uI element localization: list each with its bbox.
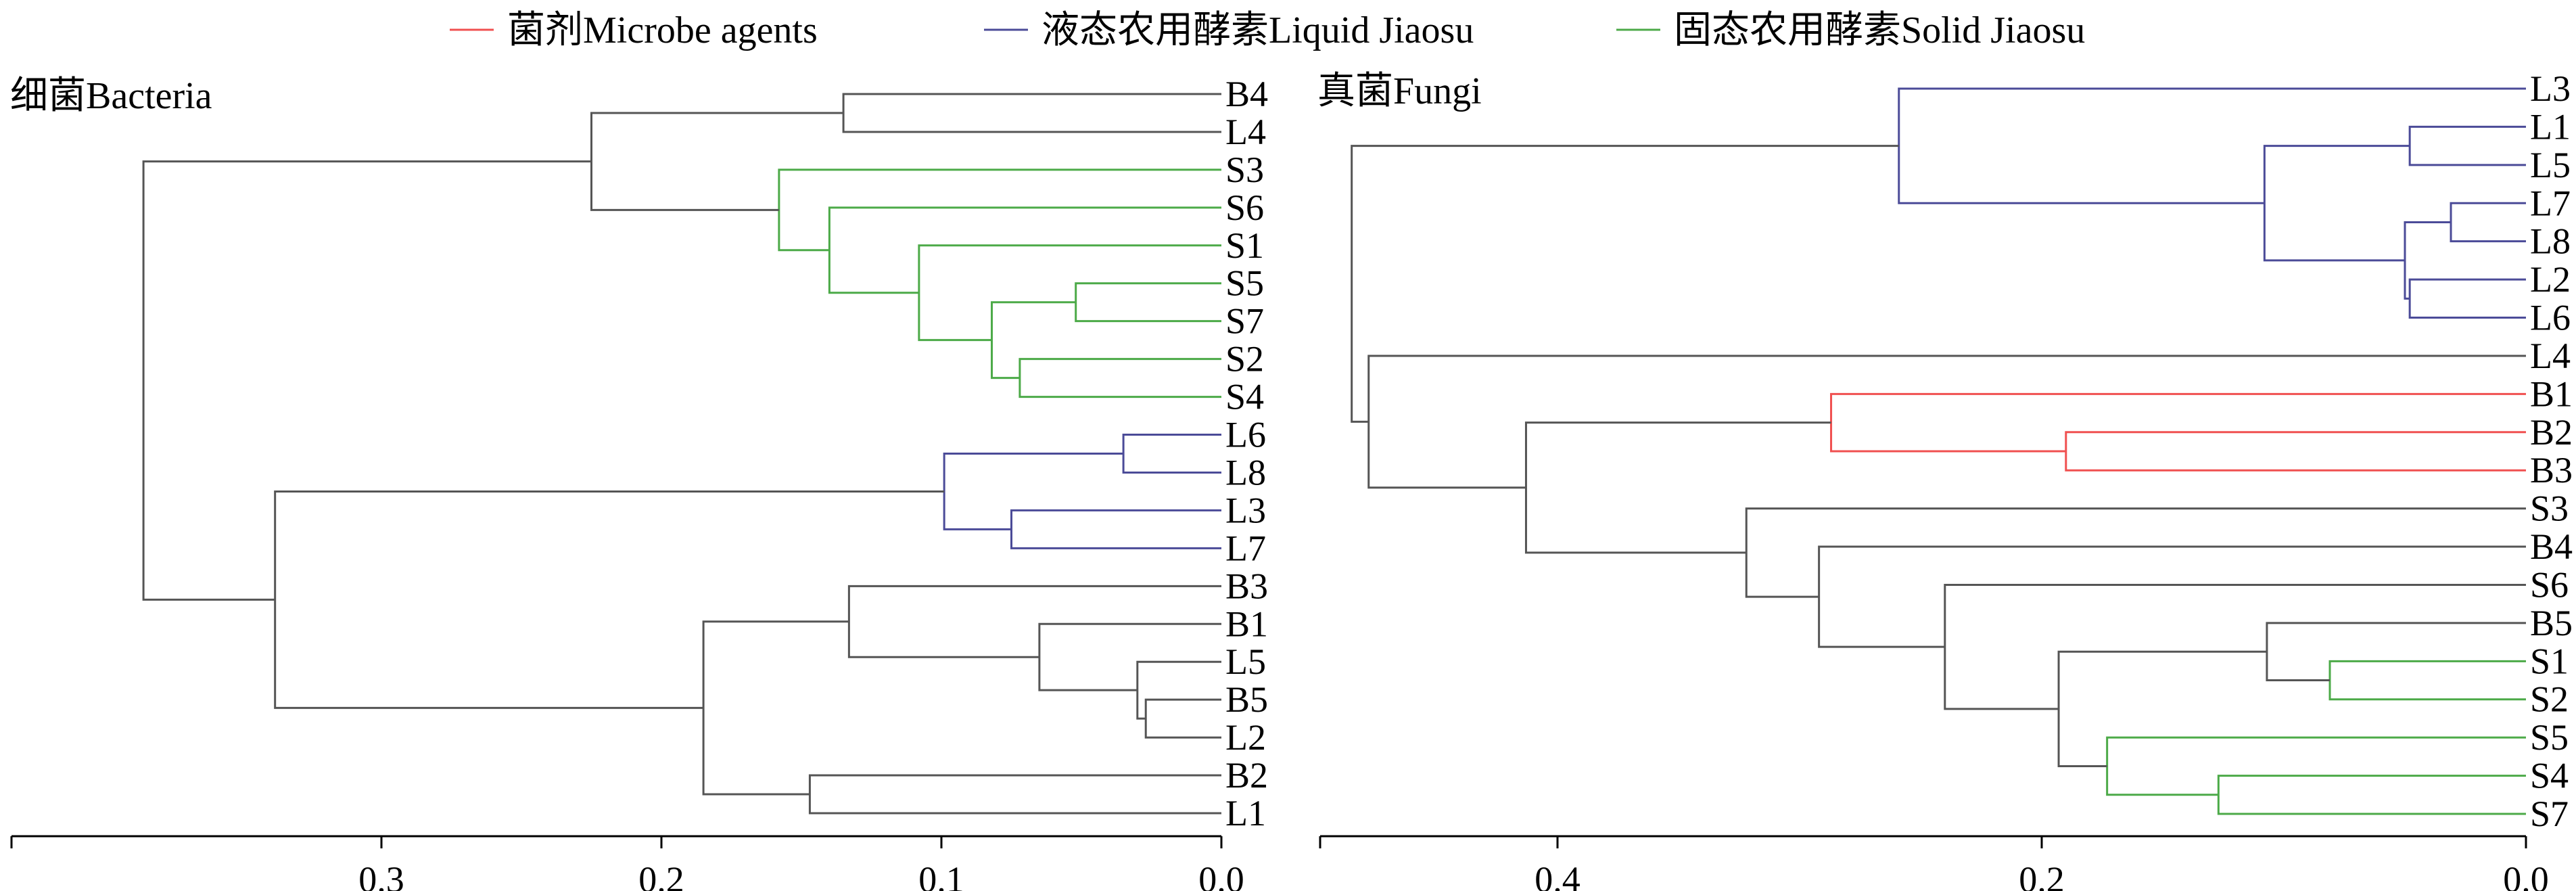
leaf-label-l7: L7 (2530, 183, 2571, 223)
leaf-label-l8: L8 (2530, 221, 2571, 262)
legend-label-solid: 固态农用酵素Solid Jiaosu (1674, 9, 2085, 51)
dendrogram-branch-f19 (1351, 145, 1899, 423)
leaf-label-l2: L2 (1225, 717, 1266, 758)
leaf-label-b3: B3 (1225, 566, 1268, 606)
leaf-label-s1: S1 (1225, 225, 1264, 266)
dendrogram-branch-f12 (2106, 736, 2526, 796)
dendrogram-branch-f5 (2263, 145, 2410, 262)
dendrogram-branch-f15 (1818, 545, 2526, 648)
dendrogram-branch-f17 (1524, 421, 1831, 554)
dendrogram-branch-b17 (702, 620, 849, 796)
legend: 菌剂Microbe agents 液态农用酵素Liquid Jiaosu 固态农… (450, 9, 2085, 51)
leaf-label-s7: S7 (2530, 794, 2569, 834)
leaf-label-s2: S2 (1225, 339, 1264, 380)
x-tick-label: 0.2 (2019, 859, 2065, 891)
dendrogram-branch-f2 (2450, 202, 2526, 243)
leaf-label-s1: S1 (2530, 641, 2569, 681)
leaf-label-s7: S7 (1225, 301, 1264, 342)
dendrogram-branch-f13 (2057, 650, 2267, 767)
dendrogram-branch-b6 (828, 206, 1221, 294)
bacteria-panel-title: 细菌Bacteria (10, 75, 212, 117)
x-tick-label: 0.4 (1535, 859, 1580, 891)
dendrogram-branch-b3 (1018, 358, 1221, 398)
dendrogram-branch-b7 (778, 168, 1221, 252)
leaf-label-l2: L2 (2530, 259, 2571, 300)
leaf-label-b4: B4 (1225, 74, 1268, 114)
leaf-label-l1: L1 (2530, 106, 2571, 147)
leaf-label-l4: L4 (1225, 112, 1266, 152)
dendrogram-branch-b14 (1038, 622, 1221, 691)
dendrogram-branch-b19 (142, 160, 592, 601)
dendrogram-branch-f4 (2404, 221, 2452, 300)
leaf-label-l5: L5 (1225, 641, 1266, 682)
leaf-label-s5: S5 (2530, 717, 2569, 758)
dendrogram-branch-b1 (842, 93, 1221, 133)
leaf-label-l5: L5 (2530, 145, 2571, 185)
dendrogram-branch-b15 (847, 585, 1221, 658)
x-tick-label: 0.0 (2503, 859, 2549, 891)
dendrogram-branch-f16 (1745, 507, 2526, 598)
dendrogram-branch-b11 (943, 453, 1124, 530)
dendrogram-branch-f6 (1898, 87, 2526, 204)
leaf-label-s4: S4 (1225, 377, 1264, 417)
dendrogram-branch-b18 (274, 490, 945, 709)
dendrogram-branch-f8 (1830, 392, 2526, 453)
dendrogram-branch-b8 (590, 112, 844, 211)
dendrogram-branch-f3 (2408, 278, 2526, 319)
leaf-label-b5: B5 (2530, 603, 2573, 643)
dendrogram-branch-b10 (1010, 509, 1221, 549)
x-tick-label: 0.2 (638, 859, 684, 891)
leaf-label-l6: L6 (1225, 415, 1266, 455)
dendrogram-branch-f14 (1944, 583, 2526, 710)
dendrogram-branch-f9 (2328, 660, 2526, 701)
leaf-label-b2: B2 (2530, 412, 2573, 453)
dendrogram-branch-f11 (2217, 775, 2526, 815)
dendrogram-branch-f1 (2408, 125, 2526, 166)
leaf-label-l8: L8 (1225, 452, 1266, 493)
dendrogram-branch-f7 (2065, 431, 2526, 472)
fungi-dendrogram: L3L1L5L7L8L2L6L4B1B2B3S3B4S6B5S1S2S5S4S7… (1319, 68, 2573, 891)
leaf-label-l3: L3 (2530, 68, 2571, 109)
dendrogram-branch-f10 (2266, 622, 2526, 682)
leaf-label-s6: S6 (1225, 187, 1264, 228)
dendrogram-branch-b9 (1122, 434, 1221, 474)
dendrogram-branch-b4 (991, 301, 1076, 380)
leaf-label-s5: S5 (1225, 263, 1264, 304)
leaf-label-b5: B5 (1225, 679, 1268, 720)
dendrogram-branch-b2 (1075, 282, 1221, 323)
leaf-label-s2: S2 (2530, 679, 2569, 720)
bacteria-dendrogram: B4L4S3S6S1S5S7S2S4L6L8L3L7B3B1L5B5L2B2L1… (10, 74, 1268, 891)
leaf-label-b3: B3 (2530, 450, 2573, 490)
x-tick-label: 0.3 (358, 859, 404, 891)
legend-label-liquid: 液态农用酵素Liquid Jiaosu (1041, 9, 1474, 51)
leaf-label-l6: L6 (2530, 298, 2571, 338)
leaf-label-b1: B1 (2530, 373, 2573, 414)
dendrogram-branch-b16 (808, 774, 1221, 815)
legend-label-microbe: 菌剂Microbe agents (507, 9, 818, 51)
leaf-label-l3: L3 (1225, 490, 1266, 530)
x-tick-label: 0.0 (1198, 859, 1244, 891)
leaf-label-l4: L4 (2530, 336, 2571, 376)
dendrogram-branch-b5 (918, 244, 1221, 342)
leaf-label-s6: S6 (2530, 564, 2569, 605)
dendrogram-branch-b13 (1136, 660, 1221, 720)
leaf-label-s3: S3 (2530, 488, 2569, 529)
x-tick-label: 0.1 (918, 859, 964, 891)
leaf-label-s4: S4 (2530, 756, 2569, 796)
fungi-panel-title: 真菌Fungi (1317, 70, 1482, 112)
dendrogram-branch-b12 (1144, 698, 1221, 739)
leaf-label-l7: L7 (1225, 528, 1266, 568)
leaf-label-l1: L1 (1225, 793, 1266, 833)
leaf-label-b2: B2 (1225, 755, 1268, 796)
leaf-label-s3: S3 (1225, 150, 1264, 190)
leaf-label-b1: B1 (1225, 603, 1268, 644)
leaf-label-b4: B4 (2530, 526, 2573, 567)
